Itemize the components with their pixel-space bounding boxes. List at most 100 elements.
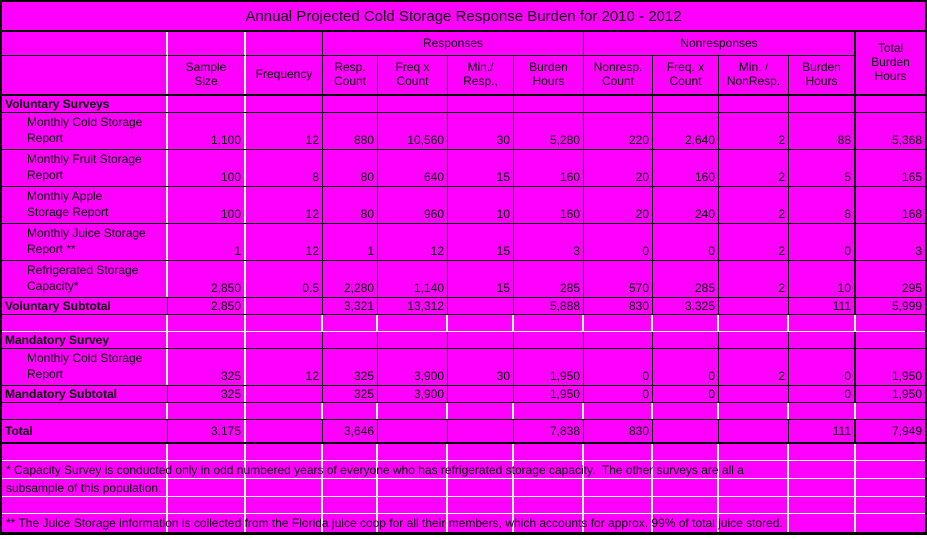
grid-cell[interactable] bbox=[789, 315, 856, 331]
value-cell[interactable]: 5,280 bbox=[514, 113, 584, 149]
value-cell[interactable]: 0.5 bbox=[246, 261, 323, 297]
value-cell[interactable] bbox=[584, 96, 653, 112]
grid-cell[interactable] bbox=[856, 315, 925, 331]
grid-cell[interactable] bbox=[653, 514, 719, 532]
grid-cell[interactable] bbox=[323, 315, 378, 331]
header-spacer-cell[interactable] bbox=[2, 32, 168, 56]
value-cell[interactable]: 830 bbox=[584, 420, 653, 442]
value-cell[interactable]: 1 bbox=[323, 224, 378, 260]
value-cell[interactable]: 0 bbox=[653, 349, 719, 385]
value-cell[interactable]: 2 bbox=[719, 113, 789, 149]
value-cell[interactable] bbox=[448, 420, 514, 442]
grid-cell[interactable] bbox=[653, 315, 719, 331]
row-label-cell[interactable]: Voluntary Surveys bbox=[2, 96, 168, 112]
grid-cell[interactable] bbox=[246, 403, 323, 419]
value-cell[interactable]: 10 bbox=[789, 261, 856, 297]
value-cell[interactable]: 2,850 bbox=[168, 261, 246, 297]
row-label-cell[interactable]: Mandatory Survey bbox=[2, 332, 168, 348]
value-cell[interactable] bbox=[653, 420, 719, 442]
value-cell[interactable]: 12 bbox=[246, 113, 323, 149]
value-cell[interactable]: 2 bbox=[719, 187, 789, 223]
grid-cell[interactable] bbox=[448, 461, 514, 478]
grid-cell[interactable] bbox=[719, 461, 789, 478]
grid-cell[interactable] bbox=[448, 497, 514, 513]
grid-cell[interactable] bbox=[719, 479, 789, 496]
header-spacer-cell[interactable] bbox=[246, 32, 323, 56]
value-cell[interactable] bbox=[168, 332, 246, 348]
grid-cell[interactable] bbox=[789, 403, 856, 419]
value-cell[interactable]: 2,280 bbox=[323, 261, 378, 297]
value-cell[interactable]: 0 bbox=[653, 386, 719, 402]
grid-cell[interactable] bbox=[584, 315, 653, 331]
value-cell[interactable]: 1,950 bbox=[514, 349, 584, 385]
value-cell[interactable]: 325 bbox=[168, 349, 246, 385]
value-cell[interactable]: 0 bbox=[653, 224, 719, 260]
grid-cell[interactable] bbox=[584, 479, 653, 496]
grid-cell[interactable] bbox=[719, 497, 789, 513]
grid-cell[interactable] bbox=[448, 403, 514, 419]
value-cell[interactable]: 160 bbox=[514, 187, 584, 223]
value-cell[interactable]: 1,100 bbox=[168, 113, 246, 149]
value-cell[interactable] bbox=[246, 298, 323, 314]
row-label-cell[interactable]: Monthly Juice Storage Report ** bbox=[2, 224, 168, 260]
value-cell[interactable] bbox=[856, 96, 925, 112]
value-cell[interactable]: 570 bbox=[584, 261, 653, 297]
value-cell[interactable]: 7,949 bbox=[891, 424, 922, 438]
value-cell[interactable]: 2 bbox=[719, 261, 789, 297]
value-cell[interactable] bbox=[653, 96, 719, 112]
value-cell[interactable] bbox=[448, 332, 514, 348]
grid-cell[interactable] bbox=[378, 444, 448, 460]
value-cell[interactable]: 220 bbox=[584, 113, 653, 149]
value-cell[interactable]: 3,321 bbox=[323, 298, 378, 314]
value-cell[interactable]: 3,175 bbox=[168, 420, 246, 442]
grid-cell[interactable] bbox=[514, 497, 584, 513]
column-header-nonresp-count[interactable]: Nonresp. Count bbox=[584, 56, 653, 94]
header-group-nonresponses[interactable]: Nonresponses bbox=[584, 32, 856, 56]
value-cell[interactable]: 15 bbox=[448, 224, 514, 260]
grid-cell[interactable] bbox=[514, 514, 584, 532]
grid-cell[interactable] bbox=[378, 514, 448, 532]
value-cell[interactable]: 960 bbox=[378, 187, 448, 223]
grid-cell[interactable] bbox=[789, 444, 856, 460]
grid-cell[interactable] bbox=[514, 403, 584, 419]
grid-cell[interactable] bbox=[323, 403, 378, 419]
row-label-cell[interactable]: Total bbox=[2, 420, 168, 442]
value-cell[interactable]: 15 bbox=[448, 261, 514, 297]
grid-cell[interactable] bbox=[378, 315, 448, 331]
grid-cell[interactable] bbox=[789, 461, 856, 478]
grid-cell[interactable] bbox=[448, 479, 514, 496]
row-label-cell[interactable]: Monthly Apple Storage Report bbox=[2, 187, 168, 223]
header-group-responses[interactable]: Responses bbox=[323, 32, 584, 56]
value-cell[interactable]: 325 bbox=[323, 386, 378, 402]
grid-cell[interactable] bbox=[856, 479, 925, 496]
value-cell[interactable] bbox=[378, 96, 448, 112]
grid-cell[interactable] bbox=[2, 479, 168, 496]
grid-cell[interactable] bbox=[378, 461, 448, 478]
value-cell[interactable]: 160 bbox=[653, 150, 719, 186]
value-cell[interactable]: 285 bbox=[514, 261, 584, 297]
value-cell[interactable]: 20 bbox=[584, 187, 653, 223]
grid-cell[interactable] bbox=[323, 444, 378, 460]
value-cell[interactable]: 80 bbox=[323, 187, 378, 223]
value-cell[interactable] bbox=[323, 96, 378, 112]
grid-cell[interactable] bbox=[514, 315, 584, 331]
header-total-burden-hours[interactable]: Total Burden Hours bbox=[871, 41, 910, 83]
grid-cell[interactable] bbox=[514, 461, 584, 478]
value-cell[interactable]: 295 bbox=[901, 281, 922, 295]
value-cell[interactable]: 12 bbox=[378, 224, 448, 260]
value-cell[interactable] bbox=[378, 420, 448, 442]
value-cell[interactable]: 5,999 bbox=[891, 299, 922, 313]
value-cell[interactable] bbox=[719, 332, 789, 348]
value-cell[interactable]: 20 bbox=[584, 150, 653, 186]
value-cell[interactable] bbox=[514, 96, 584, 112]
row-label-cell[interactable]: Monthly Cold Storage Report bbox=[2, 349, 168, 385]
grid-cell[interactable] bbox=[2, 444, 168, 460]
value-cell[interactable] bbox=[789, 96, 856, 112]
grid-cell[interactable] bbox=[378, 479, 448, 496]
value-cell[interactable] bbox=[719, 420, 789, 442]
value-cell[interactable] bbox=[789, 332, 856, 348]
grid-cell[interactable] bbox=[789, 497, 856, 513]
grid-cell[interactable] bbox=[2, 315, 168, 331]
column-header-min-per-resp[interactable]: Min./ Resp., bbox=[448, 56, 514, 94]
value-cell[interactable]: 1,950 bbox=[891, 387, 922, 401]
